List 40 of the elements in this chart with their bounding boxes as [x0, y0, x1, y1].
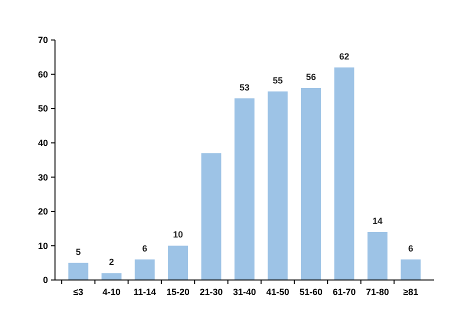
x-tick-label: 41-50 — [266, 287, 290, 297]
y-tick-label: 30 — [38, 172, 48, 182]
bar — [168, 246, 188, 280]
data-label: 14 — [372, 216, 382, 226]
x-tick-label: 71-80 — [366, 287, 389, 297]
bar — [68, 262, 88, 280]
bar — [102, 273, 122, 280]
bar — [234, 98, 254, 280]
x-tick-label: 11-14 — [134, 287, 156, 297]
x-tick-label: 61-70 — [332, 287, 356, 297]
data-label: 55 — [272, 75, 283, 86]
bar — [400, 259, 421, 280]
data-label: 6 — [142, 243, 148, 254]
x-tick-label: ≥81 — [403, 287, 418, 297]
bar — [334, 67, 354, 280]
data-label: 10 — [173, 230, 184, 240]
y-tick-label: 0 — [42, 275, 48, 286]
bar — [201, 153, 222, 280]
data-label: 5 — [76, 246, 81, 257]
x-tick-label: 15-20 — [166, 287, 190, 297]
y-tick-label: 70 — [38, 35, 48, 46]
data-label: 6 — [408, 243, 414, 254]
y-tick-label: 10 — [38, 240, 48, 251]
y-tick-label: 20 — [38, 206, 48, 217]
bar — [134, 259, 155, 280]
data-label: 62 — [339, 51, 350, 62]
bar — [301, 88, 321, 280]
x-tick-label: ≤3 — [73, 287, 84, 297]
y-tick-label: 60 — [38, 69, 48, 80]
bar — [368, 232, 388, 280]
x-tick-label: 31-40 — [232, 287, 256, 297]
x-tick-label: 4-10 — [102, 287, 121, 297]
y-tick-label: 40 — [38, 138, 48, 148]
y-tick-label: 50 — [38, 104, 48, 114]
bar — [268, 91, 288, 280]
data-label: 53 — [239, 82, 250, 92]
data-label: 56 — [306, 72, 316, 82]
x-tick-label: 21-30 — [200, 287, 223, 297]
data-label: 2 — [109, 257, 114, 268]
x-tick-label: 51-60 — [299, 287, 323, 297]
